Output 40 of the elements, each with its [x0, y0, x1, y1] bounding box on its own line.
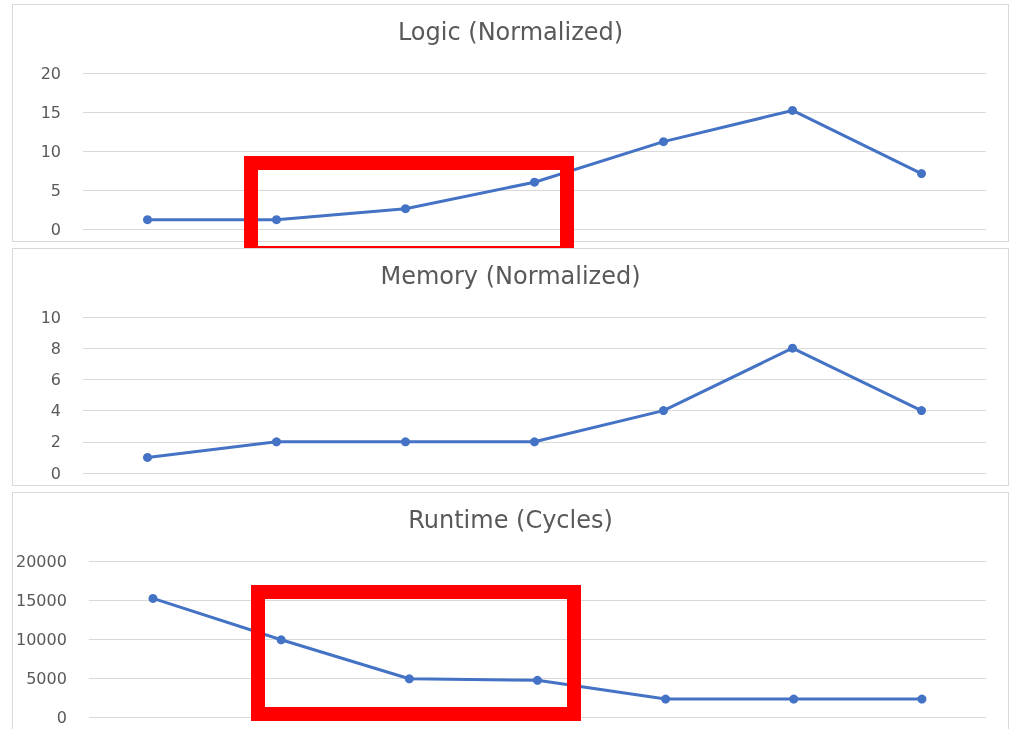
chart-title: Memory (Normalized) — [380, 262, 641, 290]
y-tick-label: 10000 — [15, 629, 67, 649]
point — [143, 215, 152, 225]
y-tick-label: 20 — [40, 63, 61, 83]
point — [530, 437, 539, 447]
point — [272, 215, 281, 225]
y-tick-label: 10 — [40, 141, 61, 161]
y-tick-label: 15000 — [15, 590, 67, 610]
chart-title: Runtime (Cycles) — [408, 506, 613, 534]
y-tick-label: 8 — [50, 338, 61, 358]
point — [788, 343, 797, 353]
y-tick-label: 6 — [50, 369, 61, 389]
y-tick-label: 15 — [40, 102, 61, 122]
point — [404, 674, 414, 684]
point — [788, 105, 797, 115]
y-tick-label: 5 — [50, 180, 61, 200]
y-tick-label: 5000 — [26, 668, 67, 688]
point — [659, 406, 668, 416]
y-tick-label: 0 — [50, 463, 61, 483]
y-tick-label: 4 — [50, 401, 61, 421]
point — [276, 635, 286, 645]
point — [532, 675, 542, 685]
y-tick-label: 20000 — [15, 551, 67, 571]
y-tick-label: 2 — [50, 432, 61, 452]
point — [530, 177, 539, 187]
point — [659, 137, 668, 147]
point — [143, 452, 152, 462]
y-tick-label: 10 — [40, 307, 61, 327]
point — [789, 694, 799, 704]
y-tick-label: 0 — [50, 219, 61, 239]
point — [401, 437, 410, 447]
point — [917, 694, 927, 704]
point — [401, 204, 410, 214]
chart-title: Logic (Normalized) — [397, 18, 624, 46]
point — [917, 406, 926, 416]
point — [917, 169, 926, 179]
point — [272, 437, 281, 447]
point — [148, 593, 158, 603]
y-tick-label: 0 — [56, 707, 67, 727]
point — [661, 694, 671, 704]
